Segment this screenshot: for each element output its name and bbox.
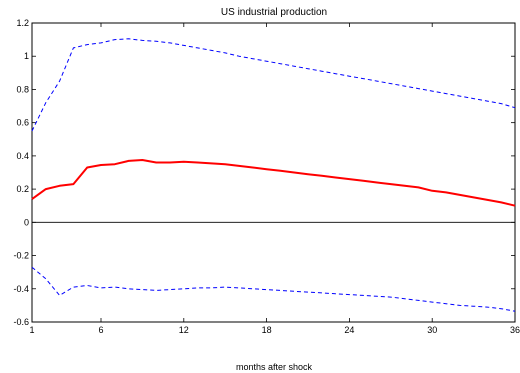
x-tick-label: 30: [427, 325, 437, 335]
y-tick-label: 1.2: [16, 18, 29, 28]
x-tick-label: 12: [179, 325, 189, 335]
y-tick-label: 0.8: [16, 84, 29, 94]
y-tick-label: 0: [24, 217, 29, 227]
x-tick-label: 24: [344, 325, 354, 335]
x-tick-label: 1: [29, 325, 34, 335]
y-tick-label: -0.4: [13, 284, 29, 294]
y-tick-label: -0.6: [13, 317, 29, 327]
lower-confidence-band: [31, 266, 516, 312]
plot-frame: [31, 22, 516, 323]
impulse-response-line: [31, 159, 516, 207]
y-tick-label: 1: [24, 51, 29, 61]
y-tick-label: 0.6: [16, 118, 29, 128]
y-tick-label: 0.2: [16, 184, 29, 194]
chart-title: US industrial production: [221, 7, 327, 18]
plot-area: -0.6 -0.4 -0.2 0 0.2 0.4 0.6 0.8 1 1.2 1 6 12 18 24 30 3…: [13, 18, 520, 335]
y-tick-label: 0.4: [16, 151, 29, 161]
x-tick-label: 6: [98, 325, 103, 335]
x-axis-label: months after shock: [236, 362, 313, 372]
x-tick-label: 18: [262, 325, 272, 335]
upper-confidence-band: [31, 38, 516, 132]
y-tick-label: -0.2: [13, 251, 29, 261]
x-tick-label: 36: [510, 325, 520, 335]
